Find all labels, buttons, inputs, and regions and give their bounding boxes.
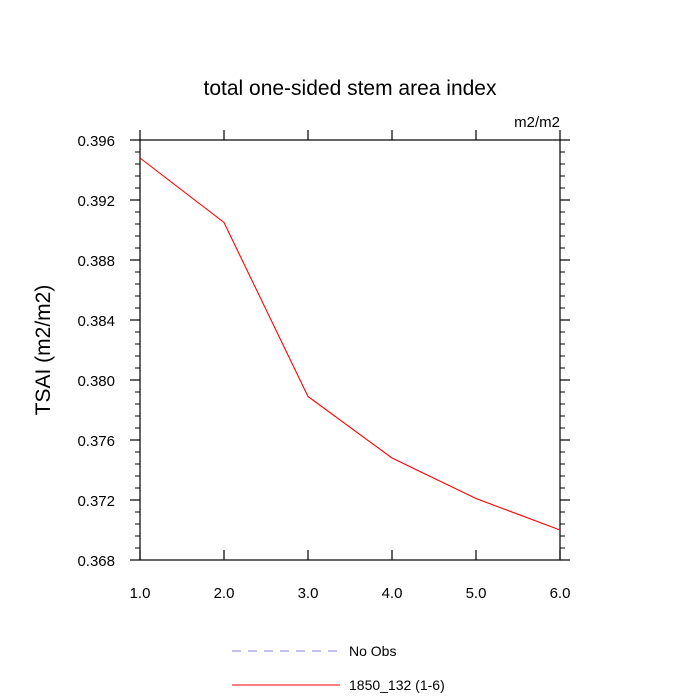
y-tick-label: 0.376 xyxy=(77,433,115,450)
y-tick-label: 0.380 xyxy=(77,373,115,390)
series-layer xyxy=(139,157,561,531)
x-tick-label: 5.0 xyxy=(466,585,487,602)
y-tick-label: 0.368 xyxy=(77,553,115,570)
axis-ticks xyxy=(130,130,570,561)
x-tick-label: 3.0 xyxy=(298,585,319,602)
x-tick-label: 4.0 xyxy=(382,585,403,602)
plot-frame xyxy=(139,139,561,561)
x-tick-label: 2.0 xyxy=(214,585,235,602)
x-tick-label: 1.0 xyxy=(130,585,151,602)
y-tick-labels: 0.368 0.372 0.376 0.380 0.384 0.388 0.392 0.396 xyxy=(77,133,115,570)
y-tick-label: 0.392 xyxy=(77,193,115,210)
legend-label-1850-132: 1850_132 (1-6) xyxy=(349,677,445,693)
legend: No Obs 1850_132 (1-6) xyxy=(232,643,445,693)
x-tick-label: 6.0 xyxy=(550,585,571,602)
y-axis-label: TSAI (m2/m2) xyxy=(32,285,55,416)
series-line-0 xyxy=(139,157,561,531)
y-tick-label: 0.396 xyxy=(77,133,115,150)
x-tick-labels: 1.0 2.0 3.0 4.0 5.0 6.0 xyxy=(130,585,571,602)
legend-label-no-obs: No Obs xyxy=(349,643,396,659)
y-tick-label: 0.384 xyxy=(77,313,115,330)
units-label: m2/m2 xyxy=(514,114,560,131)
y-tick-label: 0.388 xyxy=(77,253,115,270)
y-tick-label: 0.372 xyxy=(77,493,115,510)
chart-title: total one-sided stem area index xyxy=(203,77,497,100)
